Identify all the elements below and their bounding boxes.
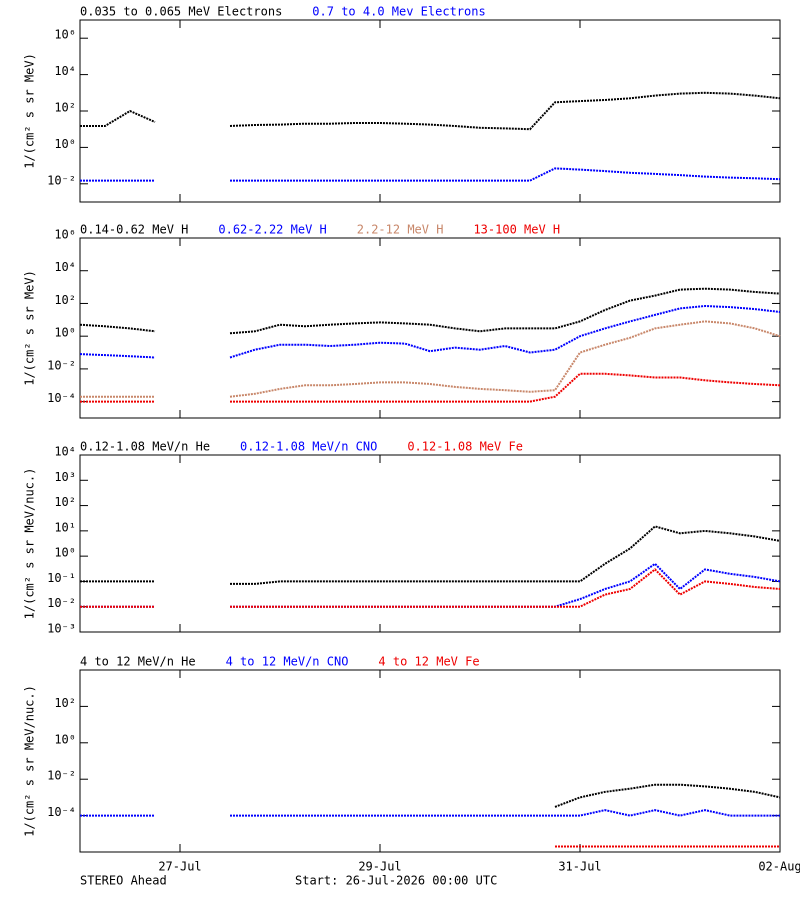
legend-entry: 0.62-2.22 MeV H bbox=[218, 223, 326, 237]
y-tick-label: 10³ bbox=[54, 470, 76, 484]
x-tick-label: 29-Jul bbox=[358, 860, 401, 874]
series-line bbox=[80, 91, 781, 131]
y-tick-label: 10⁰ bbox=[54, 137, 76, 151]
series-line bbox=[80, 525, 781, 585]
legend-entry: 4 to 12 MeV Fe bbox=[378, 655, 479, 669]
y-tick-label: 10² bbox=[54, 101, 76, 115]
series-line bbox=[554, 783, 781, 808]
y-axis-label: 1/(cm² s sr MeV) bbox=[23, 270, 37, 386]
y-tick-label: 10⁶ bbox=[54, 228, 76, 242]
y-tick-label: 10² bbox=[54, 495, 76, 509]
y-tick-label: 10⁰ bbox=[54, 546, 76, 560]
y-tick-label: 10⁴ bbox=[54, 260, 76, 274]
y-tick-label: 10⁰ bbox=[54, 732, 76, 746]
series-line bbox=[80, 320, 781, 398]
x-tick-label: 27-Jul bbox=[158, 860, 201, 874]
legend-entry: 2.2-12 MeV H bbox=[357, 223, 444, 237]
y-tick-label: 10⁶ bbox=[54, 28, 76, 42]
y-tick-label: 10⁻² bbox=[47, 173, 76, 187]
y-tick-label: 10⁻² bbox=[47, 358, 76, 372]
legend-entry: 0.035 to 0.065 MeV Electrons bbox=[80, 5, 282, 19]
series-line bbox=[79, 304, 781, 359]
y-axis-label: 1/(cm² s sr MeV) bbox=[23, 53, 37, 169]
series-line bbox=[80, 809, 780, 817]
y-tick-label: 10⁻³ bbox=[47, 622, 76, 636]
series-line bbox=[80, 562, 781, 608]
y-axis-label: 1/(cm² s sr MeV/nuc.) bbox=[23, 468, 37, 620]
y-tick-label: 10⁻² bbox=[47, 769, 76, 783]
legend-entry: 0.14-0.62 MeV H bbox=[80, 223, 188, 237]
legend-entry: 0.12-1.08 MeV Fe bbox=[407, 440, 523, 454]
legend-entry: 4 to 12 MeV/n CNO bbox=[226, 655, 349, 669]
plot-frame bbox=[79, 669, 781, 853]
legend-entry: 0.12-1.08 MeV/n He bbox=[80, 440, 210, 454]
y-tick-label: 10⁻¹ bbox=[47, 571, 76, 585]
legend-entry: 4 to 12 MeV/n He bbox=[80, 655, 196, 669]
y-tick-label: 10² bbox=[54, 293, 76, 307]
y-axis-label: 1/(cm² s sr MeV/nuc.) bbox=[23, 685, 37, 837]
legend-entry: 13-100 MeV H bbox=[473, 223, 560, 237]
legend-entry: 0.7 to 4.0 Mev Electrons bbox=[312, 5, 485, 19]
y-tick-label: 10¹ bbox=[54, 520, 76, 534]
y-tick-label: 10⁻⁴ bbox=[47, 391, 76, 405]
y-tick-label: 10⁴ bbox=[54, 445, 76, 459]
footer-center: Start: 26-Jul-2026 00:00 UTC bbox=[295, 874, 497, 888]
series-line bbox=[80, 372, 781, 403]
plot-frame bbox=[79, 454, 781, 633]
series-line bbox=[80, 167, 781, 182]
series-line bbox=[80, 568, 781, 608]
y-tick-label: 10⁻² bbox=[47, 596, 76, 610]
series-line bbox=[79, 287, 781, 335]
y-tick-label: 10² bbox=[54, 696, 76, 710]
plot-frame bbox=[79, 237, 781, 419]
y-tick-label: 10⁰ bbox=[54, 326, 76, 340]
y-tick-label: 10⁻⁴ bbox=[47, 805, 76, 819]
footer-left: STEREO Ahead bbox=[80, 874, 167, 888]
x-tick-label: 31-Jul bbox=[558, 860, 601, 874]
legend-entry: 0.12-1.08 MeV/n CNO bbox=[240, 440, 377, 454]
y-tick-label: 10⁴ bbox=[54, 64, 76, 78]
x-tick-label: 02-Aug bbox=[758, 860, 800, 874]
